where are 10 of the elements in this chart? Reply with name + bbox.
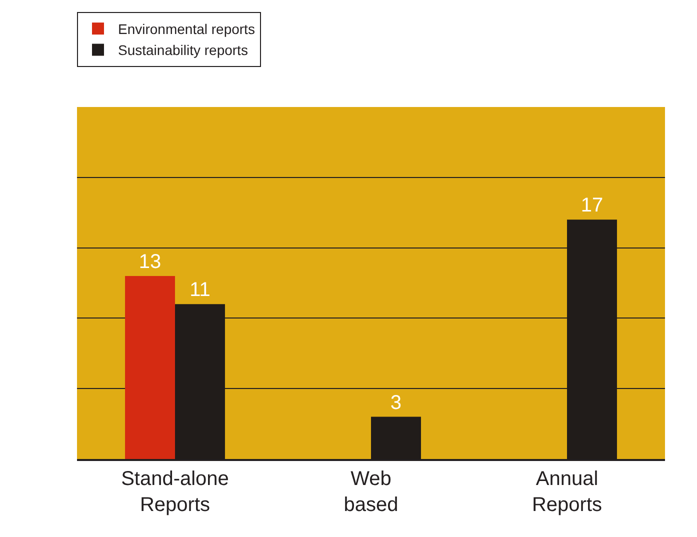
data-label: 11: [190, 279, 210, 302]
bar: [125, 276, 175, 459]
legend-label: Sustainability reports: [118, 42, 248, 58]
data-label: 13: [138, 250, 162, 273]
data-label: 3: [390, 392, 402, 414]
x-tick-label: Stand-alone Reports: [121, 468, 229, 516]
data-label: 17: [580, 194, 604, 217]
x-tick-label: Web based: [344, 468, 398, 516]
x-tick-label: Annual Reports: [532, 468, 602, 516]
legend-label: Environmental reports: [118, 21, 255, 38]
